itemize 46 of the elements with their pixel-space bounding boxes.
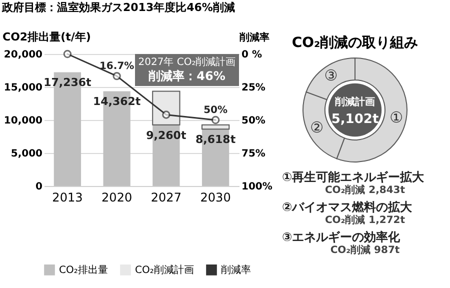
x-tick-label: 2030 — [200, 190, 231, 204]
text: CO₂削減 987t — [330, 244, 400, 256]
data-label: 8,618t — [196, 133, 236, 146]
text: 5,102t — [331, 112, 379, 127]
y-tick-label: 10,000 — [4, 116, 43, 126]
data-label: 14,362t — [92, 95, 141, 108]
slice-label: ① — [390, 108, 404, 127]
x-tick-label: 2027 — [150, 190, 182, 204]
data-label: 9,260t — [146, 128, 186, 142]
y-tick-label: 0 — [36, 182, 43, 192]
y-tick-label: 5,000 — [10, 148, 43, 160]
y-axis-title: CO2排出量(t/年) — [2, 30, 91, 44]
chart-title: 政府目標：温室効果ガス2013年度比46%削減 — [1, 1, 235, 14]
legend-label: CO₂排出量 — [59, 264, 108, 276]
y-tick-label: 15,000 — [4, 82, 43, 94]
annotation: 削減率：46% — [148, 69, 226, 83]
point — [63, 50, 72, 58]
y2-tick-label: 75% — [242, 148, 266, 160]
y2-tick-label: 25% — [242, 82, 266, 94]
x-tick-label: 2013 — [52, 190, 83, 204]
chart-title: CO₂削減の取り組み — [292, 35, 418, 51]
bar — [152, 90, 180, 126]
text: ②バイオマス燃料の拡大 — [282, 200, 414, 214]
data-label: 17,236t — [44, 76, 92, 90]
x-tick-label: 2020 — [102, 190, 132, 204]
y2-axis-title: 削減率 — [238, 32, 270, 44]
text: 削減計画 — [334, 96, 375, 108]
text: CO₂削減 1,272t — [324, 214, 406, 226]
slice-label: ② — [310, 118, 324, 136]
legend-label: 削減率 — [221, 264, 251, 276]
data-label: 50% — [204, 105, 228, 116]
text: CO₂削減 2,843t — [324, 184, 406, 196]
slice-label: ③ — [324, 66, 338, 85]
point — [112, 72, 121, 80]
bar — [201, 124, 230, 130]
legend-label: CO₂削減計画 — [135, 264, 194, 276]
point — [211, 116, 220, 124]
point — [162, 110, 170, 119]
y-tick-label: 20,000 — [4, 50, 43, 60]
y2-tick-label: 100% — [242, 182, 272, 192]
text: ①再生可能エネルギー拡大 — [282, 170, 426, 184]
y2-tick-label: 0 % — [242, 50, 262, 60]
y2-tick-label: 50% — [242, 116, 266, 126]
text: ③エネルギーの効率化 — [282, 230, 402, 244]
annotation: 2027年 CO₂削減計画 — [138, 56, 236, 68]
data-label: 16.7% — [99, 61, 134, 72]
